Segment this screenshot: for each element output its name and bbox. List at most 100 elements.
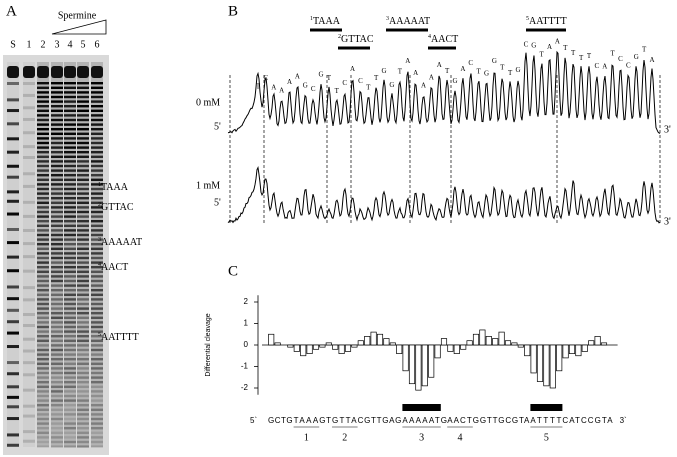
gel-band xyxy=(91,238,103,241)
peak-letter: G xyxy=(382,67,387,75)
gel-band xyxy=(91,399,103,402)
site-label: 1TAAA xyxy=(310,16,341,27)
gel-band xyxy=(51,187,63,191)
gel-band xyxy=(51,118,63,122)
gel-band xyxy=(51,371,63,375)
site-sequence: AAAAAT xyxy=(389,16,430,27)
gel-band xyxy=(37,151,49,154)
gel-band xyxy=(37,141,49,145)
sequence-segment: AACT xyxy=(447,416,472,425)
gel-band xyxy=(37,247,49,250)
gel-band xyxy=(51,224,63,227)
peak-letter: A xyxy=(421,81,426,89)
y-tick-label: -2 xyxy=(241,383,249,392)
site-number: 3 xyxy=(386,16,389,22)
gel-band xyxy=(23,361,35,365)
gel-band xyxy=(91,220,103,223)
gel-band xyxy=(37,114,49,117)
gel-band xyxy=(77,394,89,398)
peak-letter: T xyxy=(579,54,584,62)
gel-band xyxy=(64,307,76,310)
bar xyxy=(492,338,499,346)
gel-band xyxy=(91,321,103,324)
bar xyxy=(344,344,352,352)
gel-band xyxy=(37,220,49,223)
gel-band xyxy=(91,82,103,85)
gel-band xyxy=(91,164,103,168)
gel-band xyxy=(77,160,89,163)
peak-letter: T xyxy=(610,50,615,58)
gel-band xyxy=(64,95,76,99)
gel-band xyxy=(37,261,49,264)
gel-band xyxy=(37,385,49,388)
gel-band xyxy=(37,123,49,126)
site-sequence: GTTAC xyxy=(101,202,134,213)
gel-band xyxy=(37,197,49,200)
gel-band xyxy=(51,215,63,218)
lane-label: 5 xyxy=(81,39,86,50)
gel-band xyxy=(64,275,76,278)
gel-band xyxy=(37,279,49,283)
gel-band xyxy=(91,118,103,122)
gel-band xyxy=(23,255,35,259)
gel-band xyxy=(77,183,89,186)
bar xyxy=(440,338,448,346)
site-sequence: TAAA xyxy=(101,182,129,193)
gel-band xyxy=(91,293,103,296)
gel-band xyxy=(64,408,76,411)
peak-letter: G xyxy=(516,66,521,74)
peak-letter: A xyxy=(279,87,284,95)
site-label: 5AATTTT xyxy=(98,332,139,343)
gel-band xyxy=(37,155,49,158)
bar xyxy=(325,342,332,346)
gel-band xyxy=(91,385,103,388)
site-number: 2 xyxy=(342,432,347,443)
gel-band xyxy=(91,183,103,186)
gel-band xyxy=(91,132,103,135)
gel-band xyxy=(91,151,103,154)
gel-band xyxy=(77,330,89,333)
gel-band xyxy=(77,353,89,356)
bar xyxy=(396,344,403,354)
gel-band xyxy=(37,183,49,186)
site-sequence: AAAAAT xyxy=(101,237,142,248)
peak-letter: A xyxy=(287,78,292,86)
gel-band xyxy=(77,243,89,246)
gel-band xyxy=(77,105,89,108)
gel-band xyxy=(64,164,76,168)
gel-band xyxy=(77,316,89,319)
gel-band xyxy=(64,325,76,329)
bar xyxy=(472,333,480,346)
gel-band xyxy=(37,339,49,342)
gel-band xyxy=(64,316,76,319)
site-number: 4 xyxy=(428,34,431,40)
gel-band xyxy=(64,376,76,379)
site-sequence: TAAA xyxy=(313,16,341,27)
gel-band xyxy=(7,361,19,365)
gel-band xyxy=(7,150,19,154)
row-label: 1 mM xyxy=(196,180,220,191)
lane-label: 2 xyxy=(41,39,46,50)
gel-band xyxy=(37,256,49,260)
gel-band xyxy=(7,372,19,376)
site-number: 1 xyxy=(310,16,313,22)
gel-band xyxy=(77,284,89,287)
gel-band xyxy=(37,293,49,296)
gel-band xyxy=(7,285,19,289)
gel-band xyxy=(64,344,76,347)
row-label: 0 mM xyxy=(196,97,220,108)
y-tick-label: 1 xyxy=(244,319,249,328)
gel-band xyxy=(37,344,49,347)
bar xyxy=(447,344,454,352)
gel-band xyxy=(91,192,103,195)
gel-band xyxy=(91,302,103,306)
trace-0mM xyxy=(227,50,661,134)
gel-band xyxy=(91,105,103,108)
gel-band xyxy=(91,358,103,361)
gel-band xyxy=(51,247,63,250)
peak-letter: T xyxy=(374,74,379,82)
gel-band xyxy=(77,197,89,200)
gel-band xyxy=(91,123,103,126)
gel-band xyxy=(64,247,76,250)
